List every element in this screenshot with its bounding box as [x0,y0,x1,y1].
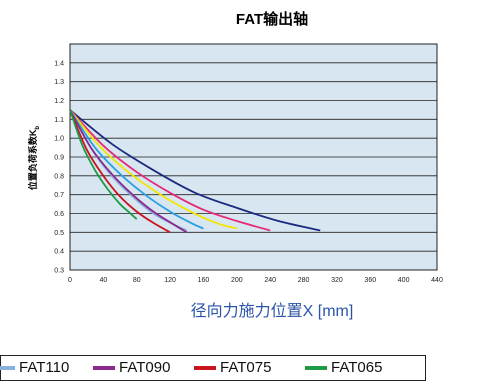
x-axis-label: 径向力施力位置X [mm] [191,302,354,320]
legend-swatch [305,366,327,371]
y-tick-label: 0.7 [54,192,64,199]
y-tick-label: 0.9 [54,155,64,162]
series-line-fat075 [69,109,171,234]
legend-swatch [194,366,216,371]
y-tick-label: 1.3 [54,79,64,86]
chart-title: FAT输出轴 [236,10,308,28]
y-tick-label: 1.0 [54,136,64,143]
x-tick-label: 160 [198,277,210,284]
x-tick-label: 360 [364,277,376,284]
y-tick-label: 0.3 [54,268,64,275]
legend: FAT110 FAT090 FAT075 FAT065 [0,355,426,381]
legend-swatch [93,366,115,371]
series-line-curve-1 [69,109,321,232]
series-line-curve-2 [69,109,271,232]
y-tick-label: 1.4 [54,60,64,67]
legend-label: FAT065 [331,359,383,376]
y-tick-label: 0.5 [54,230,64,237]
y-axis-label-sub: b [35,126,41,130]
y-axis-label-main: 位置负荷系数K [27,129,38,190]
x-tick-label: 40 [99,277,107,284]
series-line-fat065 [69,109,138,220]
y-tick-label: 1.2 [54,98,64,105]
x-tick-labels: 0 40 80 120 160 200 240 280 320 360 400 440 [68,277,443,284]
y-tick-label: 0.8 [54,173,64,180]
x-tick-label: 400 [398,277,410,284]
legend-label: FAT110 [19,359,70,376]
series-line-curve-4 [69,109,204,230]
y-tick-label: 1.1 [54,117,64,124]
y-tick-label: 0.6 [54,211,64,218]
y-axis-label: 位置负荷系数Kb [27,126,41,191]
x-tick-label: 200 [231,277,243,284]
legend-label: FAT075 [220,359,272,376]
x-tick-label: 120 [164,277,176,284]
legend-swatch [0,366,15,371]
y-tick-label: 0.4 [54,249,64,256]
x-tick-label: 0 [68,277,72,284]
legend-item-fat090: FAT090 [93,359,170,376]
series-line-curve-3 [69,109,238,230]
grid-lines [70,62,437,252]
series-line-fat090 [69,109,188,234]
legend-item-fat065: FAT065 [305,359,382,376]
x-tick-label: 320 [331,277,343,284]
series-lines [69,109,321,234]
legend-item-fat075: FAT075 [194,359,271,376]
x-tick-label: 440 [431,277,443,284]
y-tick-labels: 0.3 0.4 0.5 0.6 0.7 0.8 0.9 1.0 1.1 1.2 1.3 1.4 [54,60,64,274]
legend-item-fat110: FAT110 [0,359,69,376]
x-tick-label: 240 [264,277,276,284]
x-tick-label: 80 [133,277,141,284]
x-tick-label: 280 [298,277,310,284]
legend-label: FAT090 [119,359,171,376]
